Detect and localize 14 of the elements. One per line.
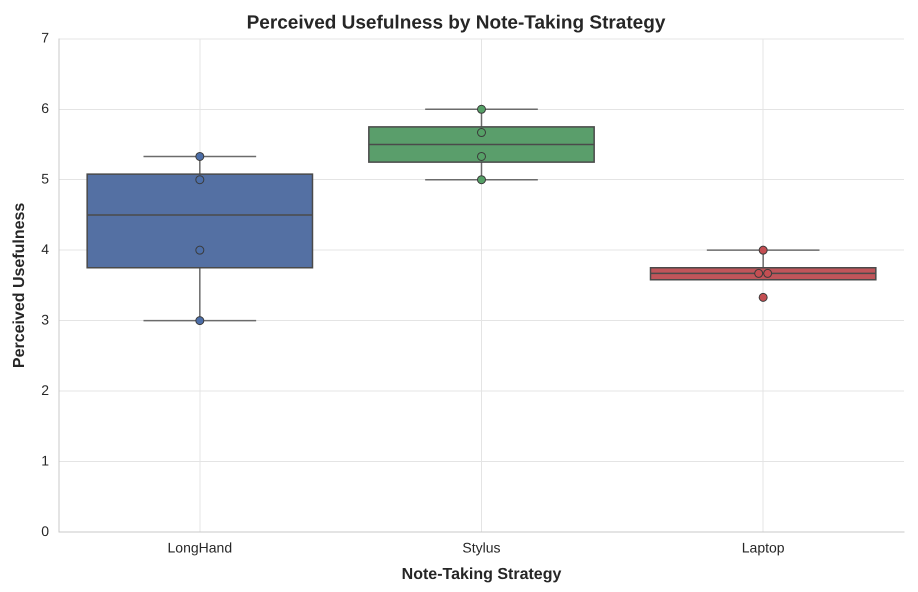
y-tick-label: 1: [41, 452, 50, 468]
y-tick-label: 2: [41, 382, 50, 398]
x-tick-label: Stylus: [462, 539, 501, 556]
x-tick-label: Laptop: [742, 539, 785, 556]
y-axis-title: Perceived Usefulness: [11, 202, 28, 368]
y-tick-label: 3: [41, 311, 50, 328]
y-tick-label: 4: [41, 241, 50, 258]
y-tick-label: 7: [41, 30, 50, 46]
y-tick-label: 0: [41, 522, 50, 539]
x-axis-title: Note-Taking Strategy: [402, 566, 562, 583]
y-tick-label: 5: [41, 170, 50, 187]
chart-title: Perceived Usefulness by Note-Taking Strategy: [246, 12, 666, 34]
x-tick-label: LongHand: [168, 539, 232, 556]
y-tick-label: 6: [41, 100, 50, 116]
